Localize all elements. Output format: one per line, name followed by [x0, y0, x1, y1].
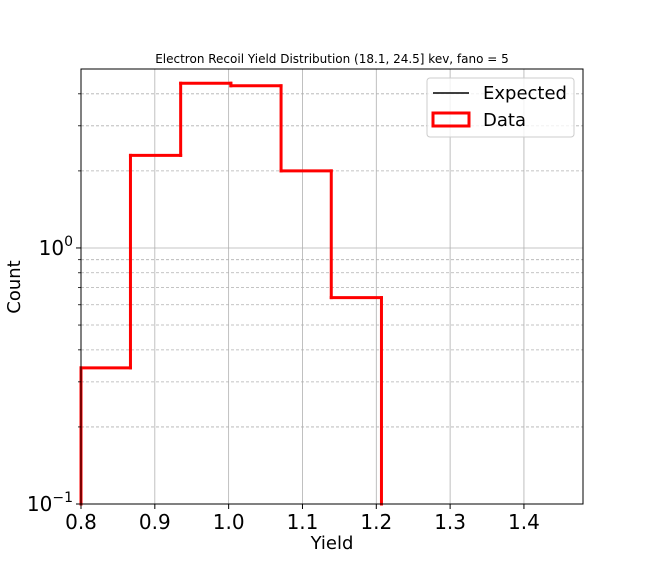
- legend-expected-label: Expected: [483, 83, 567, 104]
- x-tick-label: 0.8: [65, 510, 97, 534]
- y-tick-label: 10−1: [27, 490, 73, 516]
- chart-title: Electron Recoil Yield Distribution (18.1…: [155, 52, 509, 66]
- data-steps: [79, 81, 383, 506]
- x-tick-label: 1.2: [360, 510, 392, 534]
- legend-data-label: Data: [483, 110, 526, 131]
- x-axis-label: Yield: [310, 533, 354, 554]
- x-tick-label: 1.1: [287, 510, 319, 534]
- legend: Expected Data: [426, 77, 575, 138]
- x-tick-label: 1.0: [213, 510, 245, 534]
- x-axis-ticks: 0.8 0.9 1.0 1.1 1.2 1.3 1.4: [65, 504, 540, 534]
- x-tick-label: 1.3: [434, 510, 466, 534]
- legend-data-swatch: [431, 111, 471, 128]
- x-tick-label: 1.4: [508, 510, 540, 534]
- y-axis-label: Count: [4, 260, 25, 313]
- data-series: [79, 81, 383, 506]
- plot-frame: [80, 68, 584, 505]
- y-tick-label: 100: [39, 234, 73, 260]
- x-tick-label: 0.9: [139, 510, 171, 534]
- y-axis-ticks: 100 10−1: [27, 93, 81, 516]
